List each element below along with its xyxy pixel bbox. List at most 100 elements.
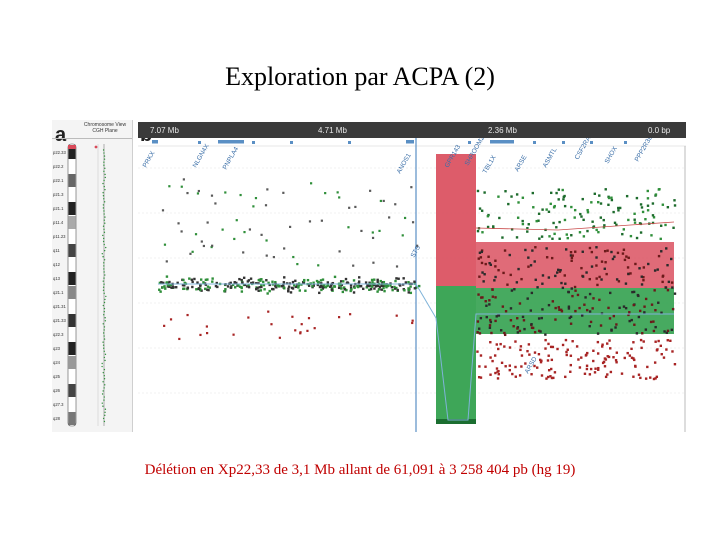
probe-dot	[370, 278, 374, 282]
ideogram-probe-dot	[103, 396, 105, 398]
deletion-dot-lower	[549, 345, 553, 349]
outlier-dot-upper	[248, 228, 252, 231]
band-label: q12	[53, 262, 61, 267]
band-label: q21.1	[53, 290, 64, 295]
probe-dot	[203, 287, 207, 291]
deletion-dot-band	[515, 281, 519, 284]
deletion-dot-upper	[563, 218, 567, 222]
probe-dot	[393, 285, 396, 289]
deletion-dot-upper	[557, 188, 561, 191]
deletion-dot-band	[491, 288, 494, 291]
deletion-dot-lower	[633, 358, 636, 362]
probe-dot	[349, 286, 353, 290]
deletion-dot-upper	[492, 225, 495, 228]
deletion-dot-upper	[599, 216, 603, 219]
probe-dot	[283, 276, 286, 279]
ideogram-probe-dot	[103, 356, 106, 359]
deletion-dot-lower	[528, 353, 531, 356]
deletion-dot-band	[488, 299, 491, 302]
gene-track-segment	[490, 140, 514, 144]
deletion-dot-band	[592, 297, 595, 300]
deletion-dot-band	[635, 332, 639, 335]
ideogram-probe-dot	[103, 307, 106, 310]
deletion-dot-lower	[550, 367, 553, 371]
ideogram-probe-dot	[104, 384, 106, 386]
deletion-dot-upper	[486, 215, 490, 218]
deletion-dot-band	[490, 331, 493, 335]
deletion-dot-lower	[632, 375, 635, 378]
deletion-dot-upper	[538, 237, 541, 240]
outlier-dot-lower	[278, 336, 281, 339]
probe-dot	[245, 285, 249, 288]
deletion-dot-upper	[532, 206, 535, 209]
deletion-dot-lower	[527, 343, 531, 346]
deletion-dot-band	[610, 250, 613, 254]
probe-dot	[240, 290, 244, 293]
ideogram-probe-dot	[104, 411, 106, 413]
deletion-dot-lower	[514, 340, 517, 343]
deletion-dot-band	[493, 279, 496, 282]
deletion-dot-lower	[632, 357, 635, 360]
deletion-dot-band	[476, 331, 479, 334]
deletion-dot-band	[664, 286, 667, 289]
outlier-dot-upper	[196, 192, 200, 195]
deletion-dot-upper	[531, 191, 535, 195]
deletion-dot-lower	[662, 356, 666, 359]
deletion-dot-band	[520, 277, 523, 281]
outlier-dot-upper	[379, 199, 382, 203]
deletion-dot-band	[550, 256, 554, 260]
ideogram-probe-dot	[104, 188, 106, 191]
deletion-dot-lower	[561, 343, 565, 347]
deletion-dot-upper	[617, 206, 620, 210]
outlier-dot-lower	[199, 333, 202, 337]
probe-dot	[381, 281, 384, 284]
deletion-dot-lower	[655, 375, 659, 379]
deletion-dot-upper	[521, 222, 525, 226]
deletion-dot-band	[638, 309, 642, 313]
deletion-dot-upper	[570, 205, 573, 209]
deletion-dot-band	[583, 303, 586, 306]
deletion-dot-band	[665, 247, 668, 250]
deletion-dot-upper	[625, 194, 629, 198]
deletion-dot-upper	[658, 188, 661, 191]
deletion-dot-lower	[589, 367, 593, 371]
deletion-dot-lower	[604, 358, 608, 361]
deletion-dot-band	[596, 283, 599, 287]
probe-dot	[298, 289, 302, 292]
deletion-dot-lower	[606, 373, 609, 376]
deletion-dot-lower	[565, 353, 568, 357]
deletion-dot-lower	[553, 371, 557, 374]
probe-dot	[403, 289, 406, 292]
deletion-dot-band	[526, 297, 529, 300]
deletion-dot-band	[595, 277, 598, 280]
deletion-dot-upper	[552, 221, 555, 225]
deletion-dot-lower	[569, 363, 572, 367]
probe-dot	[260, 285, 263, 289]
ideogram-probe-dot	[105, 246, 107, 249]
ideogram-probe-dot	[103, 329, 105, 331]
chromosome-band	[68, 342, 76, 355]
band-label: q25	[53, 374, 61, 379]
deletion-dot-band	[538, 329, 541, 333]
deletion-dot-band	[477, 327, 481, 330]
ideogram-probe-dot	[102, 237, 105, 240]
band-label: q22.3	[53, 332, 64, 337]
deletion-dot-lower	[615, 351, 619, 354]
probe-dot	[307, 284, 311, 287]
deletion-dot-band	[547, 303, 551, 307]
deletion-dot-lower	[628, 354, 632, 357]
deletion-dot-band	[567, 307, 571, 310]
deletion-dot-lower	[607, 355, 611, 359]
outlier-dot-upper	[211, 244, 214, 247]
outlier-dot-lower	[163, 324, 166, 327]
band-label: q27.3	[53, 402, 64, 407]
probe-dot	[414, 286, 418, 289]
deletion-dot-band	[574, 250, 577, 253]
probe-dot	[207, 288, 210, 292]
ideogram-probe-dot	[104, 408, 107, 410]
outlier-dot-lower	[300, 323, 303, 326]
deletion-dot-upper	[633, 221, 637, 224]
deletion-dot-lower	[659, 344, 663, 348]
deletion-dot-band	[533, 331, 537, 334]
probe-dot	[373, 287, 376, 290]
